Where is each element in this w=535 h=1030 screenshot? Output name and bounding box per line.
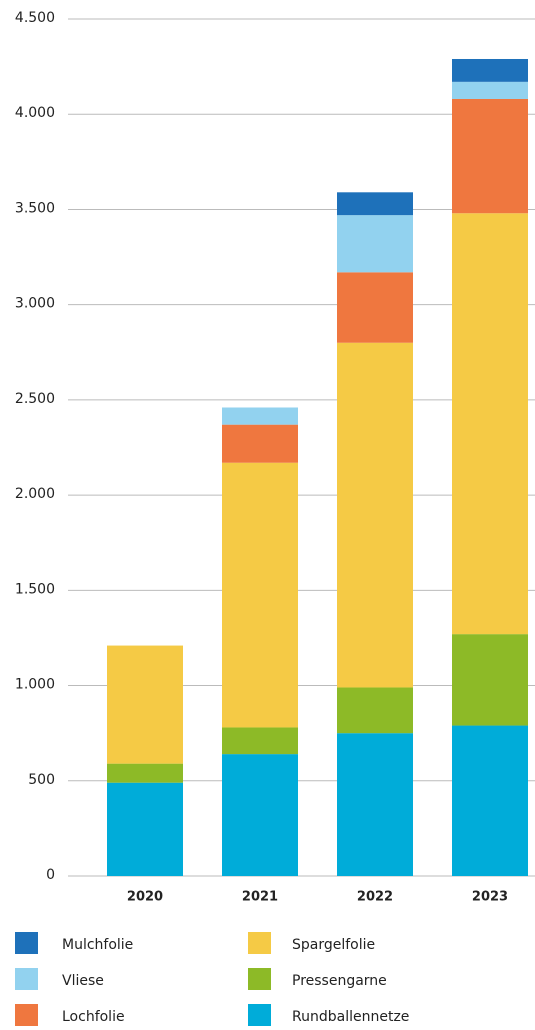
bar-segment: [107, 763, 183, 783]
bar-segment: [222, 727, 298, 755]
legend-swatch: [248, 932, 271, 954]
y-tick-label: 2.500: [15, 391, 55, 407]
legend-swatch: [15, 1004, 38, 1026]
y-tick-label: 0: [46, 867, 55, 883]
legend-label: Spargelfolie: [292, 937, 375, 953]
legend-label: Mulchfolie: [62, 937, 133, 953]
bar-segment: [222, 754, 298, 876]
legend-swatch: [248, 968, 271, 990]
x-tick-label: 2021: [242, 890, 278, 905]
bar-segment: [337, 192, 413, 216]
bar-segment: [452, 81, 528, 99]
bar-segment: [222, 462, 298, 728]
y-tick-label: 1.500: [15, 581, 55, 597]
bar-segment: [222, 407, 298, 425]
y-tick-label: 3.000: [15, 296, 55, 312]
bar-segment: [452, 58, 528, 82]
bar-segment: [337, 342, 413, 688]
bar-segment: [452, 725, 528, 876]
bar-segment: [337, 272, 413, 343]
bar-segment: [452, 634, 528, 726]
bar-segment: [337, 215, 413, 273]
x-tick-label: 2022: [357, 890, 393, 905]
bar-segment: [452, 213, 528, 635]
x-tick-label: 2020: [127, 890, 163, 905]
y-tick-label: 4.000: [15, 105, 55, 121]
legend-label: Pressengarne: [292, 973, 387, 989]
x-tick-label: 2023: [472, 890, 508, 905]
y-tick-label: 3.500: [15, 200, 55, 216]
bar-segment: [337, 687, 413, 734]
y-tick-label: 1.000: [15, 677, 55, 693]
legend-label: Lochfolie: [62, 1009, 125, 1025]
y-tick-label: 4.500: [15, 10, 55, 26]
bar-segment: [452, 98, 528, 214]
legend-swatch: [15, 932, 38, 954]
legend-label: Rundballennetze: [292, 1009, 409, 1025]
bar-segment: [107, 645, 183, 764]
legend-label: Vliese: [62, 973, 104, 989]
y-tick-label: 2.000: [15, 486, 55, 502]
legend-swatch: [15, 968, 38, 990]
bar-segment: [222, 424, 298, 463]
legend-swatch: [248, 1004, 271, 1026]
y-tick-label: 500: [28, 772, 55, 788]
bar-segment: [337, 733, 413, 876]
bar-segment: [107, 782, 183, 876]
